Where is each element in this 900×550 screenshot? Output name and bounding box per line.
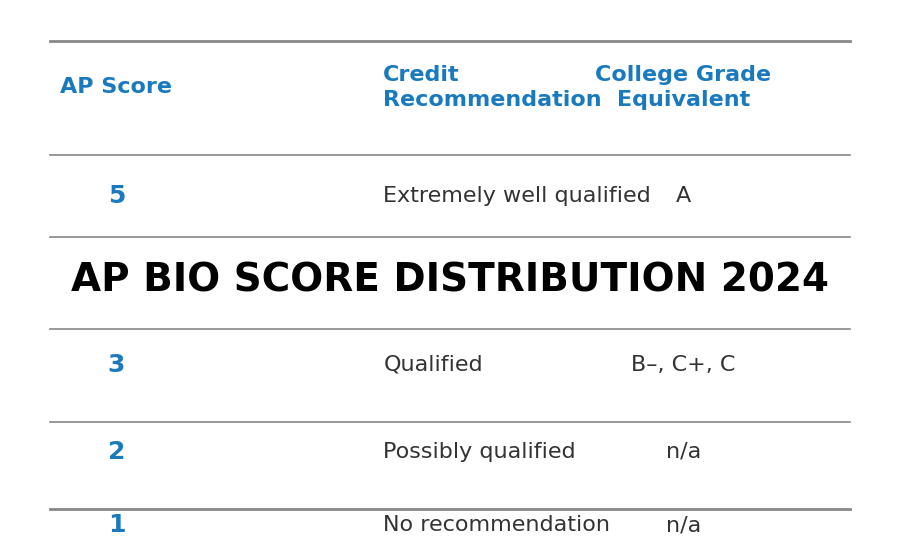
Text: Credit
Recommendation: Credit Recommendation <box>383 65 602 109</box>
Text: AP BIO SCORE DISTRIBUTION 2024: AP BIO SCORE DISTRIBUTION 2024 <box>71 261 829 299</box>
Text: College Grade
Equivalent: College Grade Equivalent <box>596 65 771 109</box>
Text: n/a: n/a <box>666 442 701 462</box>
Text: 2: 2 <box>108 440 125 464</box>
Text: Extremely well qualified: Extremely well qualified <box>383 186 651 206</box>
Text: A: A <box>676 186 691 206</box>
Text: 1: 1 <box>108 514 125 537</box>
Text: 5: 5 <box>108 184 125 208</box>
Text: AP Score: AP Score <box>60 77 173 97</box>
Text: Qualified: Qualified <box>383 355 483 375</box>
Text: B–, C+, C: B–, C+, C <box>631 355 735 375</box>
Text: No recommendation: No recommendation <box>383 515 610 536</box>
Text: 3: 3 <box>108 353 125 377</box>
Text: Possibly qualified: Possibly qualified <box>383 442 576 462</box>
Text: n/a: n/a <box>666 515 701 536</box>
